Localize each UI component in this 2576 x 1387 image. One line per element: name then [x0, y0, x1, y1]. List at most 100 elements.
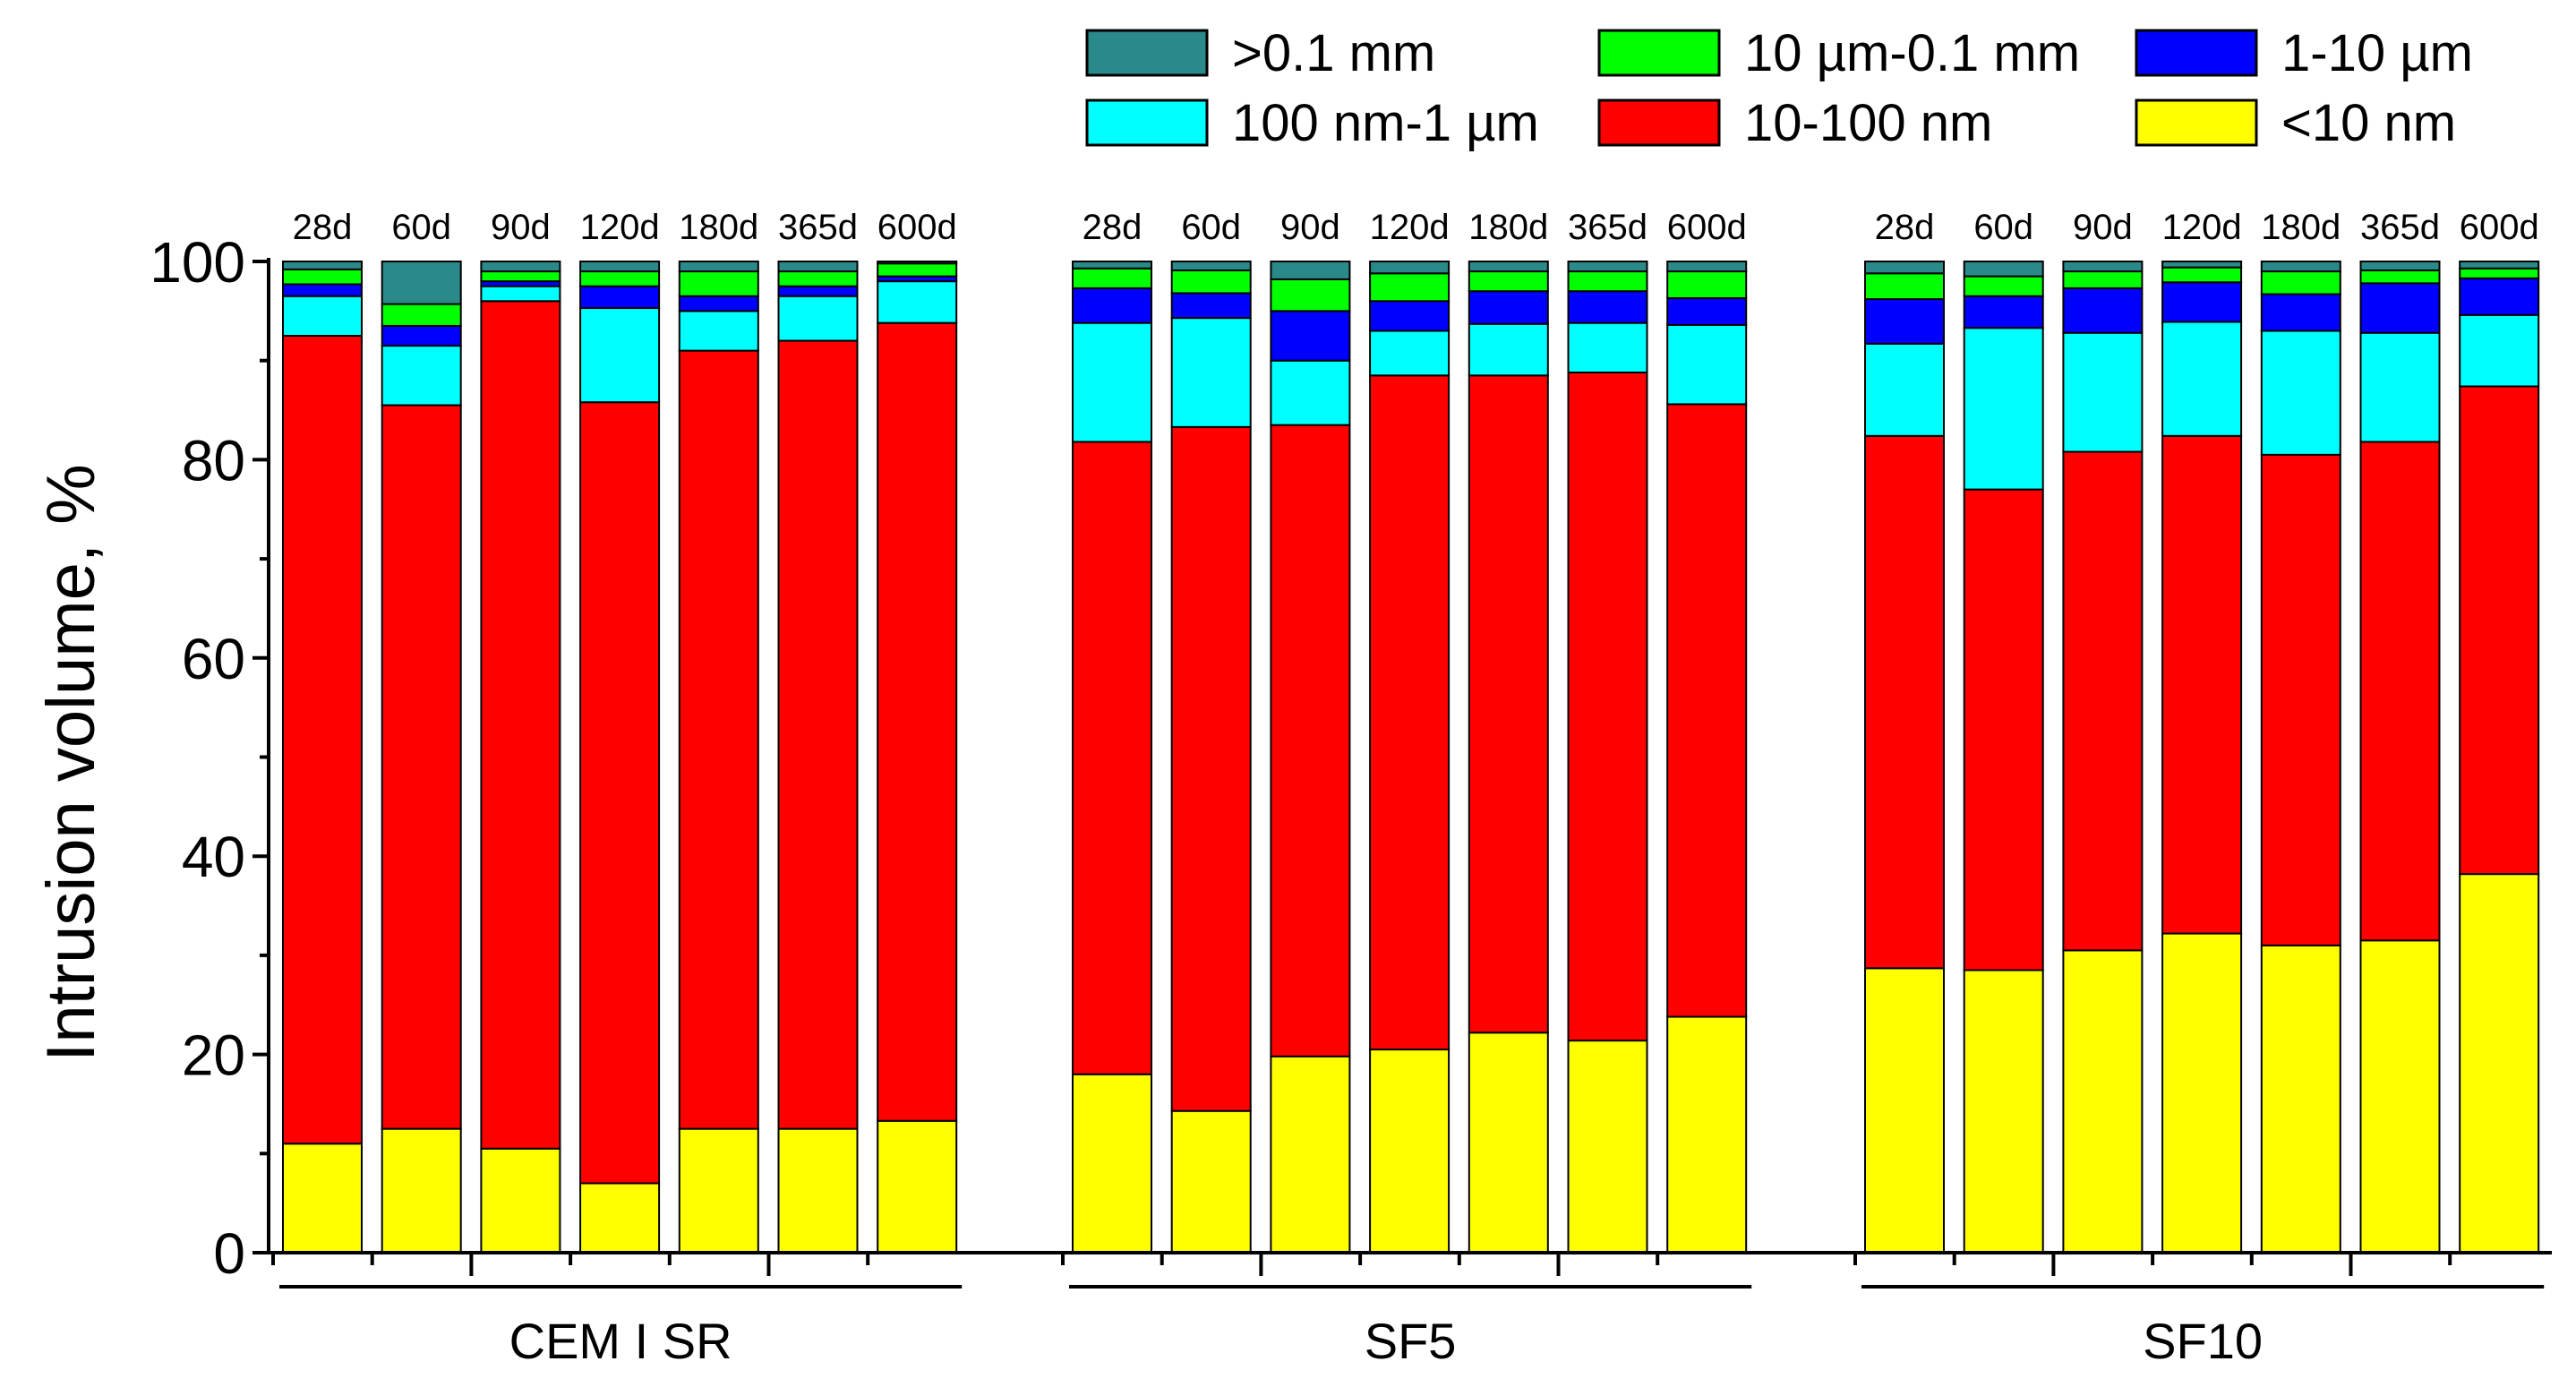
bar-segment: [777, 1127, 859, 1254]
bar-segment: [2062, 261, 2144, 273]
bar-segment: [1666, 1015, 1748, 1254]
bar-segment: [877, 262, 958, 278]
bar-segment: [1963, 261, 2044, 278]
bar-segment: [579, 270, 661, 287]
y-tick-label: 80: [182, 428, 245, 492]
bar-age-label: 600d: [877, 208, 957, 247]
bar-segment: [2260, 270, 2341, 295]
bar-segment: [2260, 330, 2341, 456]
bar-segment: [1369, 261, 1451, 275]
bar-age-label: 28d: [1875, 208, 1935, 247]
legend-swatch: [2135, 98, 2258, 147]
bar-segment: [1468, 270, 1549, 293]
bar-segment: [480, 285, 561, 303]
bar-segment: [777, 261, 859, 273]
bar-age-label: 60d: [391, 208, 451, 247]
bar-segment: [1963, 969, 2044, 1254]
bar-segment: [678, 310, 759, 352]
bar-segment: [1270, 424, 1351, 1057]
bar-age-label: 365d: [1568, 208, 1647, 247]
bar-segment: [579, 307, 661, 404]
bar-segment: [1567, 270, 1648, 293]
bar-age-label: 90d: [1280, 208, 1340, 247]
bar-segment: [777, 339, 859, 1130]
y-tick-label: 40: [182, 825, 245, 889]
bar-segment: [2062, 949, 2144, 1254]
bar-age-label: 180d: [1468, 208, 1548, 247]
bar-segment: [2161, 281, 2243, 323]
bar-segment: [678, 270, 759, 297]
bar-segment: [480, 1147, 561, 1254]
bar-segment: [2359, 939, 2441, 1254]
legend-item: <10 nm: [2135, 94, 2456, 152]
legend-item: 100 nm-1 µm: [1085, 94, 1539, 152]
bar-segment: [1468, 322, 1549, 377]
bar-segment: [1567, 321, 1648, 373]
legend-swatch: [1597, 29, 1721, 77]
bar-segment: [1072, 287, 1152, 324]
bar-age-label: 180d: [679, 208, 758, 247]
bar-segment: [2359, 441, 2441, 942]
bar-segment: [1864, 342, 1945, 437]
bar-segment: [579, 261, 661, 273]
bar-segment: [678, 1127, 759, 1254]
bar-segment: [777, 295, 859, 342]
bar-segment: [2161, 261, 2243, 269]
bar-age-label: 600d: [2460, 208, 2539, 247]
legend-item: 10 µm-0.1 mm: [1597, 24, 2080, 82]
bar-segment: [2359, 282, 2441, 334]
bar-segment: [1072, 1073, 1152, 1254]
bar-segment: [2161, 932, 2243, 1254]
bar-segment: [1666, 403, 1748, 1018]
group-label: SF5: [1365, 1313, 1457, 1369]
legend-swatch: [1597, 98, 1721, 147]
bar-segment: [1170, 1109, 1252, 1254]
bar-age-label: 60d: [1973, 208, 2033, 247]
bar-segment: [2459, 313, 2540, 388]
bar-segment: [1072, 267, 1152, 289]
group-label: SF10: [2143, 1313, 2263, 1369]
bar-segment: [2062, 287, 2144, 334]
bar-segment: [877, 321, 958, 1122]
bar-segment: [282, 295, 363, 338]
bar-age-label: 600d: [1667, 208, 1747, 247]
bar-segment: [1864, 434, 1945, 970]
bar-group-2: 28d 60d 90d 120d 180d 365d 600d SF10: [1861, 208, 2545, 1369]
bar-age-label: 60d: [1181, 208, 1241, 247]
bar-segment: [1567, 1040, 1648, 1254]
bar-segment: [1369, 374, 1451, 1051]
bar-segment: [1072, 441, 1152, 1075]
legend-item: 1-10 µm: [2135, 24, 2473, 82]
bar-segment: [282, 268, 363, 286]
legend-label: <10 nm: [2281, 94, 2456, 152]
legend-label: 1-10 µm: [2281, 24, 2473, 82]
bar-segment: [1369, 300, 1451, 332]
bar-segment: [1666, 323, 1748, 406]
bar-segment: [1170, 292, 1252, 320]
bar-group-1: 28d 60d 90d 120d 180d 365d 600d SF5: [1069, 208, 1752, 1369]
bar-segment: [1963, 488, 2044, 972]
bar-age-label: 28d: [1083, 208, 1143, 247]
bar-segment: [1369, 272, 1451, 303]
bar-segment: [2459, 261, 2540, 270]
bar-segment: [1270, 278, 1351, 313]
y-tick-label: 100: [150, 230, 245, 295]
bar-segment: [1369, 1049, 1451, 1254]
legend-label: 10 µm-0.1 mm: [1744, 24, 2080, 82]
bar-age-label: 120d: [580, 208, 660, 247]
bar-segment: [1567, 371, 1648, 1042]
bar-segment: [2359, 269, 2441, 285]
bars-layer: 28d 60d 90d 120d 180d 365d 600d CEM I SR 28d 60d 9…: [279, 208, 2545, 1369]
bar-group-0: 28d 60d 90d 120d 180d 365d 600d CEM I SR: [279, 208, 963, 1369]
bar-segment: [381, 404, 462, 1130]
bar-segment: [1567, 290, 1648, 324]
bar-segment: [1270, 359, 1351, 426]
legend-item: >0.1 mm: [1085, 24, 1435, 82]
group-label: CEM I SR: [509, 1313, 732, 1369]
bar-segment: [1072, 261, 1152, 270]
bar-segment: [777, 285, 859, 297]
bar-segment: [1963, 295, 2044, 330]
legend-label: 100 nm-1 µm: [1232, 94, 1539, 152]
bar-segment: [2260, 293, 2341, 332]
